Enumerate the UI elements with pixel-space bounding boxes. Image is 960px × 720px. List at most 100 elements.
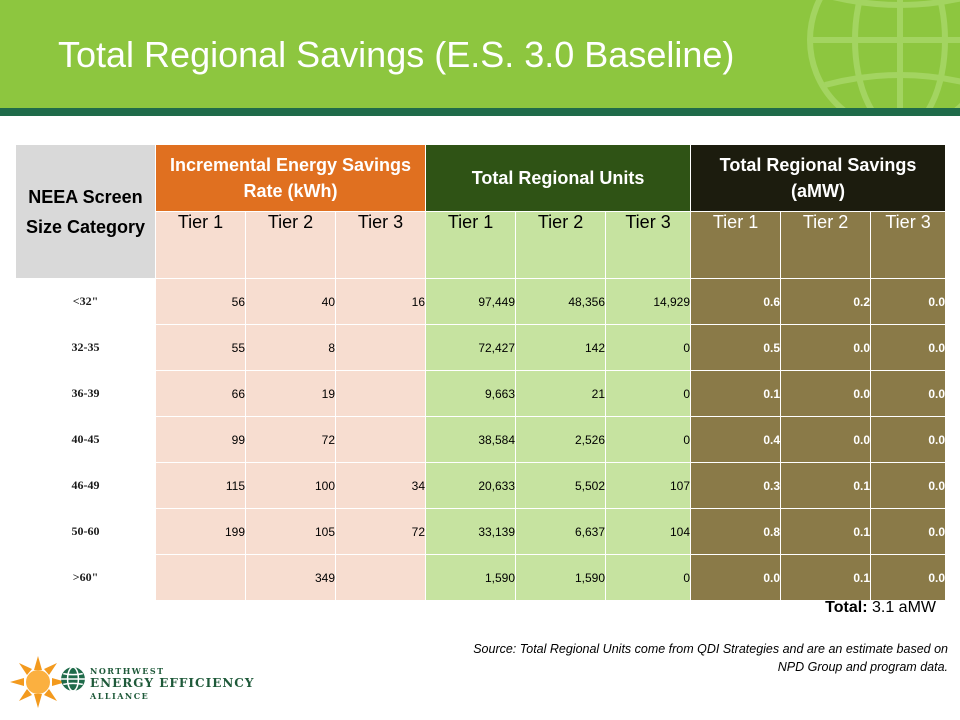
regional-savings-cell: 0.3 [690,462,782,509]
slide-title: Total Regional Savings (E.S. 3.0 Baselin… [58,34,735,75]
tier-header: Tier 3 [870,211,947,279]
savings-rate-cell [334,370,427,417]
incremental-rate-header: Incremental Energy Savings Rate (kWh) [154,144,427,212]
regional-savings-cell: 0.0 [870,554,947,601]
savings-rate-cell: 34 [334,462,427,509]
regional-units-cell: 0 [605,416,692,463]
regional-savings-cell: 0.2 [780,278,872,325]
savings-rate-cell: 56 [155,278,246,325]
regional-savings-cell: 0.0 [870,462,947,509]
total-value: 3.1 aMW [871,599,936,616]
savings-rate-cell: 40 [245,278,336,325]
regional-savings-cell: 0.5 [690,324,782,371]
regional-units-cell: 48,356 [515,278,607,325]
savings-rate-cell [334,554,427,601]
regional-savings-cell: 0.0 [870,324,947,371]
neea-logo: NORTHWEST ENERGY EFFICIENCY ALLIANCE [8,654,278,710]
regional-units-cell: 0 [605,370,692,417]
source-note: Source: Total Regional Units come from Q… [473,642,948,674]
savings-rate-cell: 349 [245,554,336,601]
table-row: 36-39 66 19 9,663 21 0 0.1 0.0 0.0 [15,370,947,417]
table-row: <32" 56 40 16 97,449 48,356 14,929 0.6 0… [15,278,947,325]
regional-units-cell: 33,139 [425,508,517,555]
regional-savings-cell: 0.1 [780,508,872,555]
table-row: 50-60 199 105 72 33,139 6,637 104 0.8 0.… [15,508,947,555]
regional-savings-cell: 0.0 [870,278,947,325]
savings-rate-cell: 16 [334,278,427,325]
tier-header: Tier 2 [780,211,872,279]
regional-units-cell: 38,584 [425,416,517,463]
logo-line-2: ENERGY EFFICIENCY [90,676,255,690]
savings-rate-cell [334,324,427,371]
tier-header: Tier 3 [605,211,692,279]
total-label: Total: [825,599,868,616]
table-row: 46-49 115 100 34 20,633 5,502 107 0.3 0.… [15,462,947,509]
regional-units-cell: 97,449 [425,278,517,325]
regional-savings-cell: 0.0 [870,370,947,417]
regional-savings-cell: 0.0 [870,416,947,463]
savings-table: NEEA Screen Size Category Incremental En… [15,144,947,601]
savings-rate-cell: 19 [245,370,336,417]
regional-savings-cell: 0.0 [690,554,782,601]
regional-savings-cell: 0.0 [780,416,872,463]
savings-rate-cell: 72 [245,416,336,463]
tier-header: Tier 1 [155,211,246,279]
regional-units-cell: 104 [605,508,692,555]
savings-rate-cell: 99 [155,416,246,463]
savings-rate-cell: 105 [245,508,336,555]
regional-units-cell: 21 [515,370,607,417]
regional-savings-cell: 0.0 [870,508,947,555]
regional-units-cell: 0 [605,324,692,371]
tier-header: Tier 2 [515,211,607,279]
regional-units-cell: 20,633 [425,462,517,509]
savings-rate-cell: 199 [155,508,246,555]
regional-savings-cell: 0.1 [690,370,782,417]
regional-units-cell: 107 [605,462,692,509]
regional-units-cell: 142 [515,324,607,371]
category-header: NEEA Screen Size Category [15,144,156,279]
table-row: 40-45 99 72 38,584 2,526 0 0.4 0.0 0.0 [15,416,947,463]
savings-rate-cell [334,416,427,463]
tier-header: Tier 1 [425,211,517,279]
regional-savings-cell: 0.1 [780,554,872,601]
regional-savings-cell: 0.6 [690,278,782,325]
savings-rate-cell: 66 [155,370,246,417]
savings-rate-cell: 8 [245,324,336,371]
regional-units-cell: 1,590 [515,554,607,601]
tier-header: Tier 2 [245,211,336,279]
regional-savings-cell: 0.4 [690,416,782,463]
regional-savings-cell: 0.0 [780,324,872,371]
screen-size-category: >60" [15,554,156,601]
regional-units-cell: 0 [605,554,692,601]
regional-savings-cell: 0.1 [780,462,872,509]
regional-units-cell: 6,637 [515,508,607,555]
tier-header: Tier 1 [690,211,782,279]
tier-header: Tier 3 [334,211,427,279]
sun-icon [10,656,66,708]
regional-units-cell: 5,502 [515,462,607,509]
logo-line-1: NORTHWEST [90,666,165,676]
screen-size-category: 40-45 [15,416,156,463]
savings-rate-cell: 72 [334,508,427,555]
screen-size-category: 36-39 [15,370,156,417]
screen-size-category: 50-60 [15,508,156,555]
savings-rate-cell: 55 [155,324,246,371]
savings-rate-cell: 115 [155,462,246,509]
total-savings: Total: 3.1 aMW [825,599,936,617]
header-rule [0,108,960,116]
regional-units-cell: 9,663 [425,370,517,417]
logo-text: NORTHWEST ENERGY EFFICIENCY ALLIANCE [90,666,254,701]
regional-units-cell: 1,590 [425,554,517,601]
screen-size-category: 46-49 [15,462,156,509]
savings-rate-cell: 100 [245,462,336,509]
screen-size-category: <32" [15,278,156,325]
regional-units-header: Total Regional Units [425,144,692,212]
regional-units-cell: 72,427 [425,324,517,371]
savings-rate-cell [155,554,246,601]
globe-icon [807,0,960,108]
regional-savings-cell: 0.0 [780,370,872,417]
logo-line-3: ALLIANCE [90,691,150,701]
regional-savings-cell: 0.8 [690,508,782,555]
screen-size-category: 32-35 [15,324,156,371]
table-row: 32-35 55 8 72,427 142 0 0.5 0.0 0.0 [15,324,947,371]
